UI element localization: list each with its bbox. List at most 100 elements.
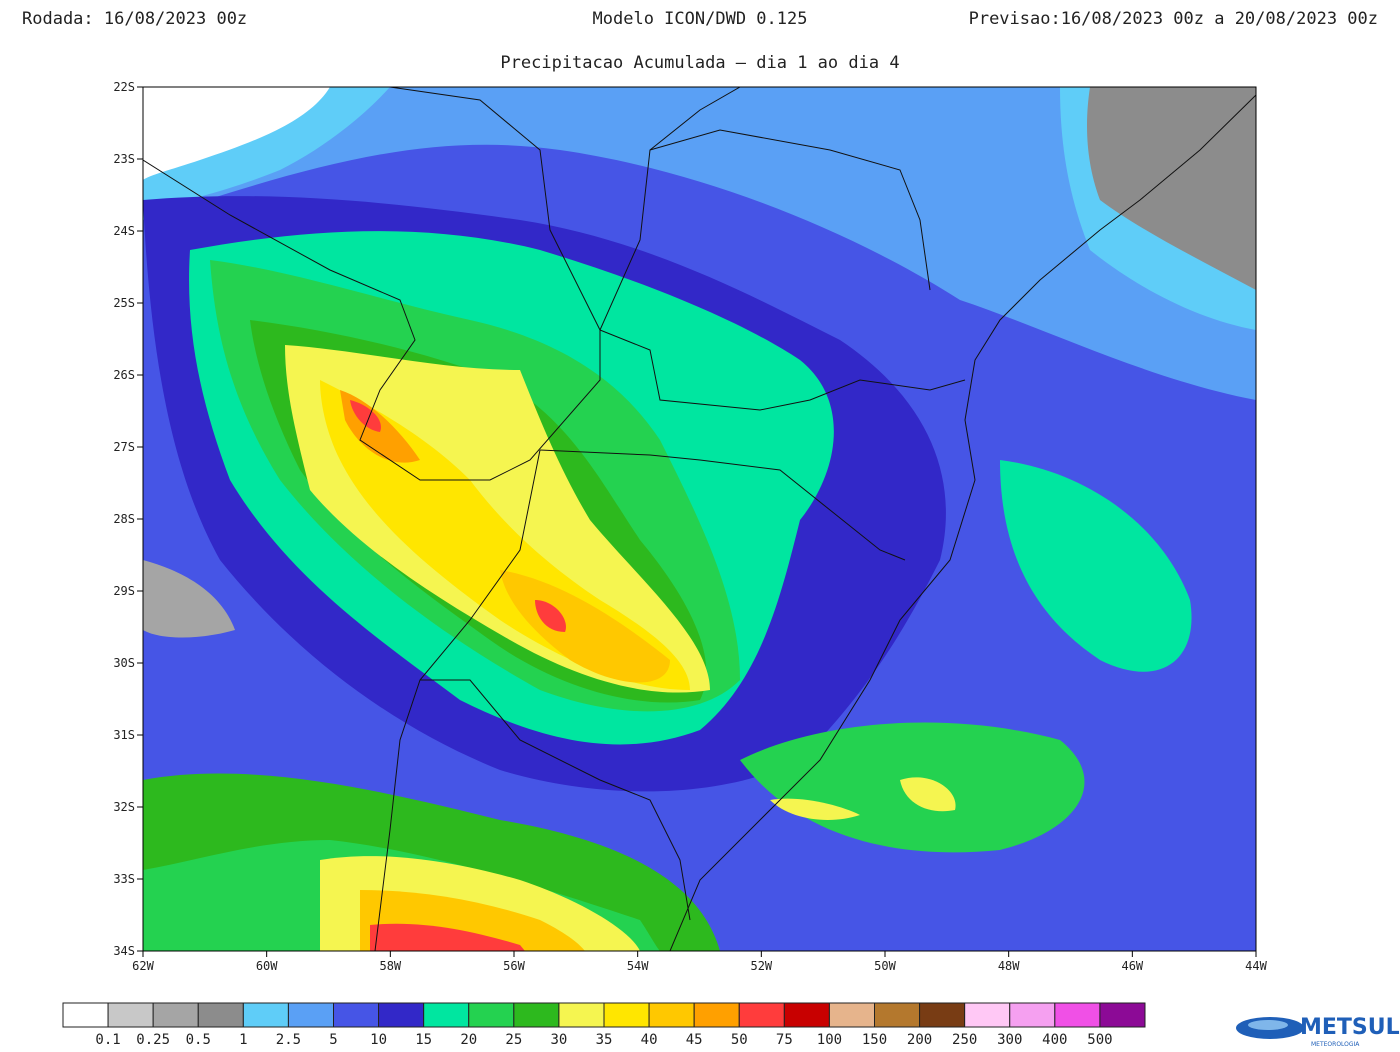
- legend-label: 200: [907, 1032, 932, 1048]
- legend-swatch: [648, 1002, 695, 1028]
- legend-label: 0.1: [95, 1032, 120, 1048]
- field-red: [535, 600, 566, 632]
- logo-tagline: METEOROLOGIA: [1311, 1041, 1360, 1048]
- legend-swatch: [783, 1002, 830, 1028]
- legend-label: 0.25: [136, 1032, 170, 1048]
- legend-label: 20: [460, 1032, 477, 1048]
- border: [649, 129, 931, 291]
- legend-label: 400: [1042, 1032, 1067, 1048]
- field-red: [370, 923, 525, 951]
- legend-swatch: [1099, 1002, 1146, 1028]
- legend-label: 40: [641, 1032, 658, 1048]
- lon-label: 54W: [627, 959, 649, 973]
- legend-swatch: [423, 1002, 470, 1028]
- legend-label: 5: [329, 1032, 337, 1048]
- legend-label: 500: [1087, 1032, 1112, 1048]
- legend-label: 10: [370, 1032, 387, 1048]
- lon-label: 50W: [874, 959, 896, 973]
- color-legend: 0.1 0.25 0.5 1 2.5 5 10 15 20 25 30 35 40 45 50 75 100 15…: [62, 1002, 1146, 1048]
- legend-label: 300: [997, 1032, 1022, 1048]
- lat-label: 23S: [113, 152, 135, 166]
- field-gray: [143, 560, 235, 638]
- lat-label: 24S: [113, 224, 135, 238]
- legend-swatch: [107, 1002, 154, 1028]
- lat-label: 27S: [113, 440, 135, 454]
- field-light-blue: [143, 87, 1256, 400]
- field-yellow: [900, 777, 956, 812]
- legend-label: 75: [776, 1032, 793, 1048]
- legend-swatch: [919, 1002, 966, 1028]
- legend-swatch: [378, 1002, 425, 1028]
- legend-swatch: [287, 1002, 334, 1028]
- lon-label: 44W: [1245, 959, 1267, 973]
- legend-swatch: [603, 1002, 650, 1028]
- forecast-label: Previsao:16/08/2023 00z a 20/08/2023 00z: [969, 9, 1378, 29]
- field-gray: [1087, 87, 1256, 290]
- legend-swatch: [693, 1002, 740, 1028]
- border: [599, 329, 966, 411]
- legend-label: 45: [686, 1032, 703, 1048]
- legend-swatch: [828, 1002, 876, 1028]
- legend-swatch: [242, 1002, 289, 1028]
- border: [420, 679, 691, 921]
- lon-label: 52W: [750, 959, 772, 973]
- model-label: Modelo ICON/DWD 0.125: [593, 9, 808, 29]
- logo-name: METSUL: [1300, 1015, 1400, 1040]
- legend-swatch: [964, 1002, 1011, 1028]
- lat-label: 25S: [113, 296, 135, 310]
- run-label: Rodada: 16/08/2023 00z: [22, 9, 247, 29]
- field-yellow: [770, 798, 860, 820]
- legend-swatch: [1054, 1002, 1101, 1028]
- legend-swatch: [738, 1002, 785, 1028]
- lon-label: 62W: [132, 959, 154, 973]
- lat-label: 22S: [113, 80, 135, 94]
- lat-label: 28S: [113, 512, 135, 526]
- legend-label: 150: [862, 1032, 887, 1048]
- legend-swatch: [152, 1002, 199, 1028]
- lon-label: 46W: [1121, 959, 1143, 973]
- border: [539, 449, 906, 561]
- legend-swatch: [1009, 1002, 1056, 1028]
- lon-label: 58W: [379, 959, 401, 973]
- legend-swatch: [197, 1002, 244, 1028]
- legend-label: 30: [550, 1032, 567, 1048]
- legend-label: 25: [505, 1032, 522, 1048]
- legend-swatch: [62, 1002, 109, 1028]
- legend-label: 35: [596, 1032, 613, 1048]
- subtitle: Precipitacao Acumulada — dia 1 ao dia 4: [500, 53, 899, 73]
- border: [389, 87, 601, 331]
- legend-swatch: [513, 1002, 560, 1028]
- field-cyan: [1000, 460, 1192, 672]
- lat-label: 31S: [113, 728, 135, 742]
- legend-label: 15: [415, 1032, 432, 1048]
- legend-swatch: [468, 1002, 515, 1028]
- logo: METSUL METEOROLOGIA: [1236, 1015, 1400, 1048]
- logo-globe-highlight: [1248, 1020, 1288, 1030]
- lat-label: 29S: [113, 584, 135, 598]
- field-red: [350, 400, 381, 432]
- legend-swatch: [558, 1002, 605, 1028]
- legend-label: 250: [952, 1032, 977, 1048]
- lat-label: 33S: [113, 872, 135, 886]
- lon-label: 48W: [998, 959, 1020, 973]
- lat-label: 32S: [113, 800, 135, 814]
- field-white: [143, 87, 330, 180]
- legend-swatch: [874, 1002, 921, 1028]
- legend-label: 50: [731, 1032, 748, 1048]
- legend-label: 0.5: [186, 1032, 211, 1048]
- lat-label: 34S: [113, 944, 135, 958]
- precipitation-field: [143, 87, 1256, 951]
- legend-label: 100: [817, 1032, 842, 1048]
- field-orange: [500, 570, 670, 683]
- legend-label: 1: [239, 1032, 247, 1048]
- legend-swatch: [333, 1002, 380, 1028]
- coastline: [669, 94, 1256, 951]
- legend-label: 2.5: [276, 1032, 301, 1048]
- lat-label: 30S: [113, 656, 135, 670]
- lon-label: 56W: [503, 959, 525, 973]
- lon-label: 60W: [256, 959, 278, 973]
- lat-label: 26S: [113, 368, 135, 382]
- border: [143, 87, 741, 481]
- axes: 22S23S24S25S26S27S28S29S30S31S32S33S34S6…: [113, 80, 1267, 973]
